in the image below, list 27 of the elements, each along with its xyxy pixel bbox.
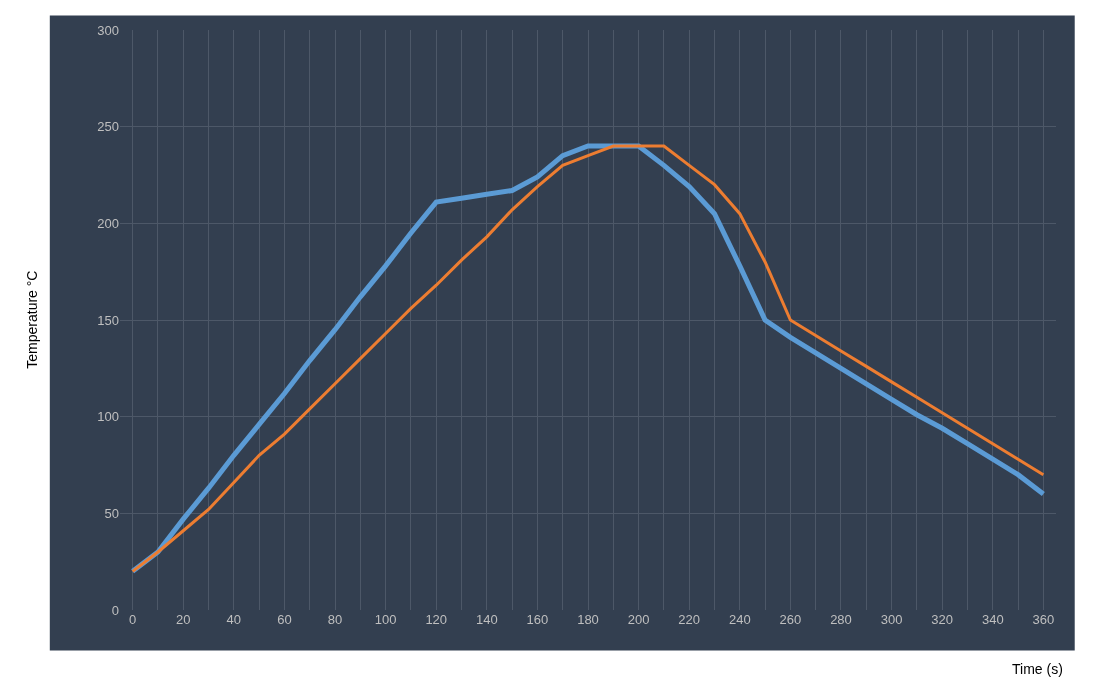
x-tick-label: 260 xyxy=(779,612,802,627)
x-tick-label: 140 xyxy=(475,612,498,627)
x-tick-label: 300 xyxy=(880,612,903,627)
x-tick-label: 40 xyxy=(226,612,242,627)
x-tick-label: 0 xyxy=(129,612,137,627)
y-tick-label: 50 xyxy=(104,505,119,521)
x-tick-label: 240 xyxy=(728,612,751,627)
x-tick-label: 160 xyxy=(526,612,549,627)
y-tick-label: 100 xyxy=(97,409,119,425)
y-axis-title: Temperature °C xyxy=(23,270,40,369)
x-tick-label: 80 xyxy=(327,612,343,627)
x-tick-label: 280 xyxy=(830,612,852,627)
x-tick-label: 340 xyxy=(981,612,1004,627)
y-tick-label: 150 xyxy=(97,312,119,328)
x-tick-label: 320 xyxy=(931,612,954,627)
x-tick-label: 360 xyxy=(1032,612,1055,627)
y-tick-label: 200 xyxy=(97,215,119,231)
x-tick-label: 220 xyxy=(678,612,701,627)
x-tick-label: 20 xyxy=(176,612,191,627)
x-tick-label: 200 xyxy=(627,612,650,627)
y-tick-label: 250 xyxy=(97,119,119,135)
x-tick-label: 180 xyxy=(577,612,599,627)
x-axis-title: Time (s) xyxy=(1012,661,1063,677)
x-tick-label: 60 xyxy=(277,612,292,627)
x-tick-label: 100 xyxy=(374,612,397,627)
x-tick-label: 120 xyxy=(425,612,448,627)
y-tick-label: 300 xyxy=(97,22,119,38)
